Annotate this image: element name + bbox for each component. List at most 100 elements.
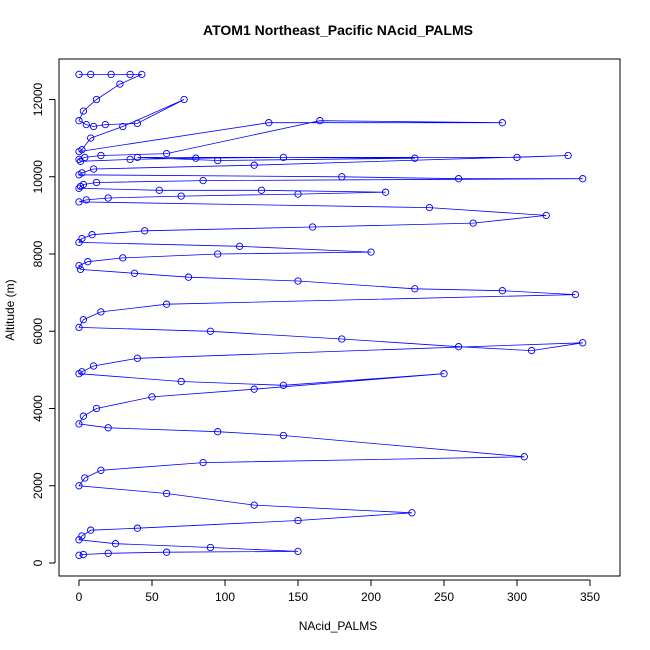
data-point (92, 178, 101, 187)
data-point (177, 377, 185, 386)
data-point (87, 70, 95, 79)
data-point (454, 175, 463, 183)
x-tick-label: 50 (145, 590, 159, 604)
data-point (116, 80, 124, 88)
data-point (469, 219, 477, 227)
data-point (79, 550, 88, 559)
data-point (107, 70, 115, 79)
data-point (294, 516, 302, 525)
y-tick-label: 6000 (31, 318, 45, 345)
data-point (75, 551, 83, 559)
data-point (308, 223, 317, 231)
data-point (79, 412, 88, 420)
data-point (316, 117, 324, 125)
data-point (89, 122, 98, 131)
data-point (75, 155, 83, 164)
data-point (338, 173, 346, 181)
data-point (177, 192, 185, 200)
data-point (250, 161, 258, 169)
data-point (214, 428, 222, 436)
data-point (130, 269, 139, 277)
data-point (133, 524, 142, 532)
data-point (454, 343, 463, 351)
data-point (81, 474, 89, 482)
series-line (77, 74, 583, 556)
data-point (498, 287, 507, 295)
data-point (87, 526, 95, 534)
data-point (408, 509, 416, 517)
data-point (206, 543, 215, 552)
data-point (571, 290, 580, 299)
y-tick-label: 10000 (31, 160, 45, 194)
data-point (184, 273, 193, 281)
data-point (265, 119, 273, 127)
x-tick-label: 0 (76, 590, 83, 604)
data-point (294, 277, 302, 285)
data-point (279, 153, 288, 162)
x-tick-label: 150 (288, 590, 308, 604)
y-tick-label: 8000 (31, 240, 45, 267)
data-point (75, 147, 83, 156)
data-point (76, 265, 85, 274)
data-point (119, 122, 127, 131)
data-point (294, 547, 302, 556)
data-point (75, 171, 83, 179)
data-point (162, 149, 171, 158)
data-point (155, 186, 163, 194)
data-point (79, 316, 88, 324)
data-point (89, 362, 98, 370)
data-point (579, 339, 587, 347)
y-tick-label: 4000 (31, 395, 45, 422)
data-point (87, 134, 95, 142)
data-point (180, 95, 188, 104)
data-point (279, 381, 288, 389)
data-point (104, 424, 112, 432)
data-point (119, 254, 127, 262)
x-tick-label: 250 (434, 590, 454, 604)
data-point (75, 238, 83, 247)
data-point (367, 248, 375, 256)
data-point (527, 346, 536, 355)
data-point (97, 151, 105, 160)
data-point (162, 548, 171, 556)
data-point (97, 466, 105, 474)
data-point (513, 153, 521, 162)
data-point (75, 117, 83, 125)
data-point (75, 536, 83, 544)
data-point (206, 327, 215, 335)
data-point (75, 482, 83, 490)
y-axis-label: Altitude (m) (3, 279, 17, 340)
data-point (338, 335, 346, 343)
data-point (214, 156, 222, 165)
x-tick-label: 100 (215, 590, 235, 604)
x-tick-label: 350 (580, 590, 600, 604)
data-point (101, 120, 109, 129)
y-tick-label: 12000 (31, 82, 45, 116)
y-axis: 0 2000 4000 6000 8000 10000 12000 (31, 82, 56, 566)
data-point (75, 184, 83, 192)
x-axis-label: NAcid_PALMS (299, 619, 377, 633)
data-point (133, 153, 142, 162)
data-point (214, 250, 222, 258)
data-point (257, 186, 266, 194)
data-point (411, 154, 419, 162)
data-point (162, 300, 171, 308)
y-tick-label: 0 (31, 559, 45, 566)
data-point (250, 501, 258, 509)
data-point (126, 70, 134, 79)
chart-title: ATOM1 Northeast_Pacific NAcid_PALMS (203, 22, 473, 38)
data-point (126, 155, 134, 164)
data-point (76, 182, 85, 191)
x-axis: 0 50 100 150 200 250 300 350 (76, 579, 600, 604)
data-point (89, 165, 98, 173)
data-point (75, 420, 83, 428)
data-point (381, 188, 390, 196)
data-point (75, 323, 83, 332)
data-point (75, 370, 83, 378)
data-point (92, 404, 101, 413)
data-point (92, 95, 101, 104)
data-point (520, 453, 528, 461)
data-point (498, 119, 507, 127)
data-point (279, 431, 288, 440)
